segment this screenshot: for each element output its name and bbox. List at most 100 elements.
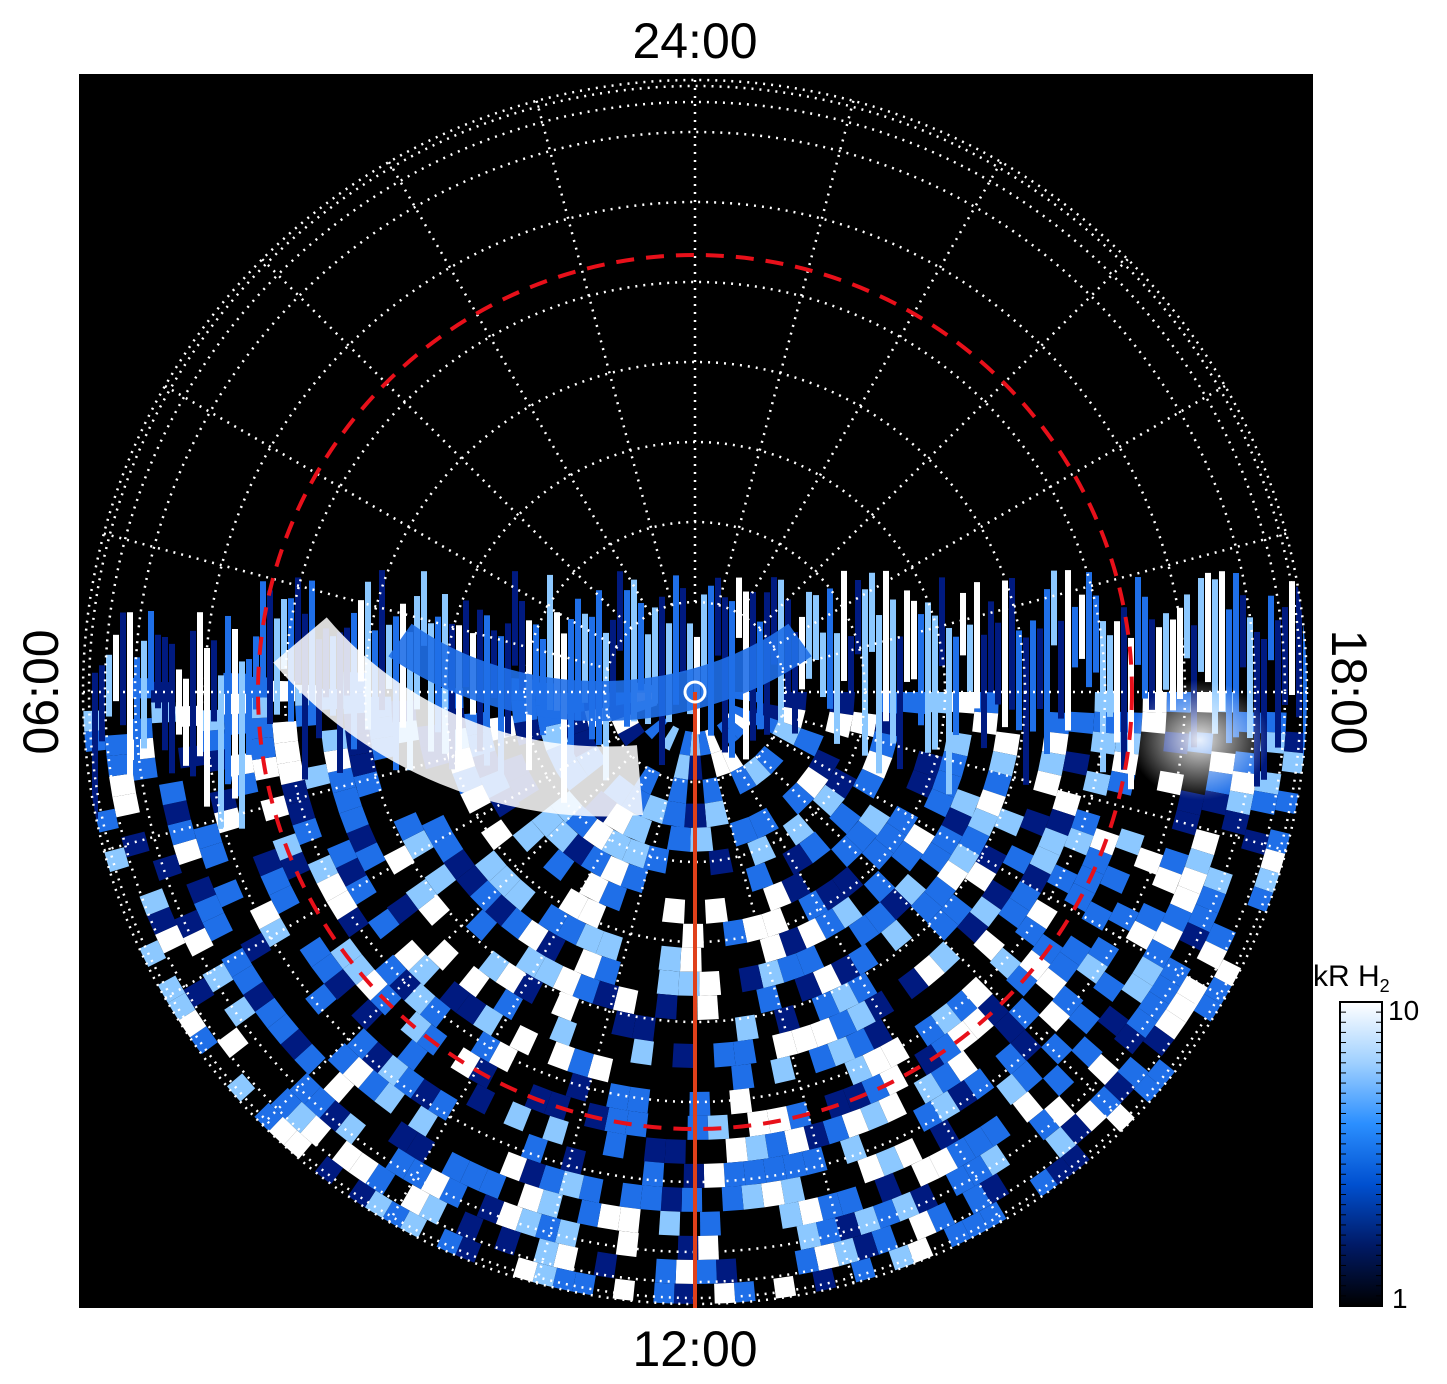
- emission-cell: [846, 1000, 876, 1032]
- emission-cell: [798, 1197, 824, 1226]
- emission-cell: [495, 1201, 523, 1231]
- emission-cell: [410, 1078, 441, 1110]
- emission-streak: [1044, 589, 1050, 755]
- colorbar-max-label: 10: [1388, 995, 1419, 1026]
- emission-cell: [708, 848, 734, 876]
- emission-streak: [820, 632, 826, 698]
- emission-streak: [652, 607, 658, 704]
- emission-cell: [393, 1067, 425, 1099]
- emission-cell: [602, 1131, 627, 1159]
- emission-streak: [533, 624, 539, 697]
- emission-cell: [995, 1043, 1027, 1075]
- emission-cell: [202, 912, 233, 942]
- emission-cell: [1170, 885, 1200, 914]
- emission-cell: [535, 930, 566, 962]
- emission-streak: [1261, 639, 1267, 780]
- emission-cell: [1019, 949, 1051, 981]
- emission-cell: [494, 1226, 521, 1256]
- emission-streak: [232, 628, 238, 799]
- emission-cell: [948, 843, 980, 874]
- emission-cell: [424, 864, 457, 895]
- emission-cell: [240, 932, 272, 963]
- emission-streak: [708, 585, 714, 736]
- emission-streak: [134, 657, 140, 776]
- emission-cell: [808, 1043, 836, 1074]
- emission-cell: [1114, 1023, 1146, 1055]
- emission-cell: [910, 891, 943, 923]
- emission-cell: [981, 879, 1014, 911]
- emission-cell: [419, 996, 451, 1028]
- reference-layer: [256, 253, 1134, 1308]
- emission-cell: [213, 879, 244, 908]
- emission-cell: [756, 985, 782, 1014]
- emission-cell: [450, 1047, 481, 1079]
- emission-cell: [351, 999, 383, 1031]
- emission-cell: [249, 737, 276, 761]
- emission-cell: [294, 1043, 326, 1075]
- emission-cell: [891, 840, 924, 872]
- emission-cell: [913, 955, 945, 987]
- emission-cell: [713, 1041, 736, 1068]
- emission-cell: [1166, 992, 1198, 1023]
- emission-streak: [386, 624, 392, 689]
- emission-cell: [1045, 1126, 1077, 1159]
- emission-cell: [551, 991, 580, 1022]
- emission-cell: [811, 991, 840, 1021]
- emission-cell: [777, 953, 805, 983]
- emission-cell: [825, 768, 857, 799]
- emission-cell: [556, 914, 586, 946]
- emission-cell: [155, 924, 186, 954]
- emission-cell: [501, 907, 532, 940]
- emission-streak: [204, 648, 210, 807]
- emission-streak: [1296, 586, 1302, 718]
- emission-streak: [1135, 577, 1141, 665]
- emission-streak: [218, 675, 224, 829]
- emission-cell: [299, 936, 331, 968]
- emission-cell: [302, 764, 331, 790]
- emission-cell: [782, 843, 813, 876]
- dusk-bright-spot: [1130, 680, 1270, 800]
- emission-cell: [930, 1003, 962, 1035]
- emission-cell: [1152, 866, 1182, 895]
- emission-cell: [673, 1283, 695, 1304]
- emission-cell: [772, 1030, 798, 1059]
- emission-streak: [841, 570, 847, 681]
- emission-cell: [702, 777, 723, 804]
- emission-cell: [1012, 1091, 1044, 1123]
- emission-cell: [327, 1043, 359, 1075]
- emission-cell: [1093, 971, 1125, 1002]
- emission-cell: [339, 805, 369, 834]
- emission-cell: [880, 1036, 910, 1068]
- emission-cell: [478, 1169, 507, 1199]
- emission-cell: [1241, 829, 1270, 855]
- emission-streak: [197, 612, 203, 757]
- emission-cell: [815, 879, 847, 911]
- emission-cells: [83, 671, 1305, 1304]
- emission-cell: [456, 865, 488, 897]
- emission-cell: [533, 1238, 559, 1267]
- emission-cell: [667, 777, 688, 804]
- emission-cell: [388, 1121, 419, 1153]
- emission-streak: [428, 623, 434, 752]
- emission-cell: [879, 1064, 909, 1096]
- emission-cell: [863, 870, 896, 903]
- emission-cell: [754, 746, 784, 775]
- emission-cell: [592, 980, 619, 1010]
- emission-cell: [587, 1054, 614, 1083]
- emission-cell: [394, 939, 426, 971]
- colorbar-ticks: [1340, 1001, 1382, 1307]
- emission-cell: [770, 1055, 796, 1084]
- emission-cell: [595, 931, 623, 961]
- emission-cell: [908, 1210, 937, 1241]
- emission-cell: [1191, 829, 1220, 856]
- emission-cell: [924, 876, 956, 908]
- emission-cell: [947, 1050, 978, 1082]
- emission-cell: [886, 805, 919, 836]
- pole-marker: [683, 680, 707, 704]
- emission-cell: [704, 897, 728, 924]
- emission-cell: [1121, 973, 1153, 1004]
- emission-cell: [504, 879, 536, 912]
- emission-cell: [643, 845, 670, 874]
- emission-cell: [577, 898, 607, 929]
- emission-streak: [1058, 620, 1064, 719]
